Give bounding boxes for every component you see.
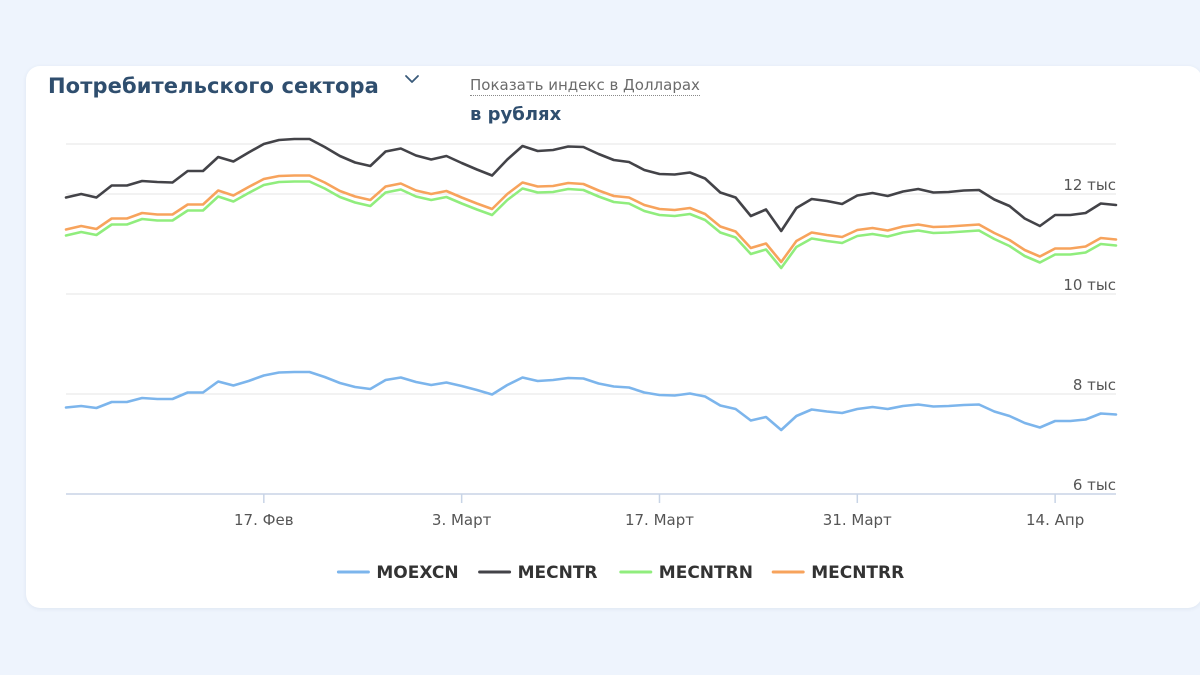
series-line-mecntrn[interactable] [64, 180, 1118, 270]
series-layer [64, 137, 1118, 432]
legend-label: MOEXCN [376, 563, 458, 583]
series-line-moexcn[interactable] [64, 370, 1118, 432]
y-tick-label: 10 тыс [1063, 276, 1116, 294]
legend-label: MECNTRN [659, 563, 753, 583]
legend-item-moexcn[interactable]: MOEXCN [336, 563, 459, 583]
legend-item-mecntrn[interactable]: MECNTRN [619, 563, 753, 583]
series-line-mecntrr[interactable] [64, 174, 1118, 264]
sector-dropdown[interactable]: Потребительского сектора [48, 74, 379, 98]
x-tick-label: 14. Апр [1026, 511, 1084, 529]
sector-title: Потребительского сектора [48, 74, 379, 98]
y-tick-label: 8 тыс [1073, 376, 1116, 394]
line-chart: 6 тыс 8 тыс 10 тыс 12 тыс 17. Фев 3. Март 17.… [64, 137, 1118, 583]
series-line-mecntr[interactable] [64, 137, 1118, 233]
legend-item-mecntrr[interactable]: MECNTRR [771, 563, 904, 583]
y-tick-label: 12 тыс [1063, 176, 1116, 194]
grid-layer [66, 143, 1116, 395]
x-tick-label: 17. Фев [234, 511, 294, 529]
legend-label: MECNTR [518, 563, 598, 583]
x-tick-label: 31. Март [823, 511, 892, 529]
currency-toggle-link[interactable]: Показать индекс в Долларах [470, 76, 700, 96]
currency-current-label: в рублях [470, 104, 562, 125]
x-tick-label: 3. Март [432, 511, 492, 529]
y-axis-labels: 6 тыс 8 тыс 10 тыс 12 тыс [1063, 176, 1116, 494]
chevron-down-icon[interactable] [403, 70, 421, 88]
index-chart-card: Потребительского сектора Показать индекс… [26, 66, 1200, 608]
x-tick-label: 17. Март [625, 511, 694, 529]
y-tick-label: 6 тыс [1073, 476, 1116, 494]
legend-item-mecntr[interactable]: MECNTR [478, 563, 598, 583]
legend-label: MECNTRR [811, 563, 904, 583]
legend: MOEXCN MECNTR MECNTRN MECNTRR [336, 563, 904, 583]
